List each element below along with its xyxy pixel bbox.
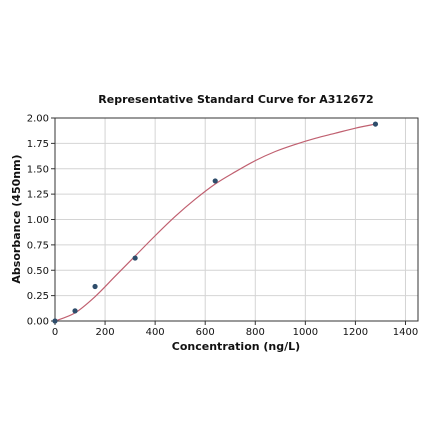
y-tick-label: 1.00 — [27, 215, 49, 226]
x-tick-label: 800 — [246, 327, 265, 338]
y-tick-label: 2.00 — [27, 114, 49, 125]
y-tick-label: 1.50 — [27, 164, 49, 175]
data-point — [72, 308, 78, 314]
x-tick-label: 400 — [146, 327, 165, 338]
x-tick-label: 1200 — [343, 327, 368, 338]
data-point — [132, 255, 138, 261]
data-point — [372, 121, 379, 127]
x-tick-label: 1000 — [293, 327, 318, 338]
y-tick-label: 0.00 — [27, 317, 49, 328]
x-tick-label: 0 — [52, 327, 58, 338]
data-points — [52, 121, 379, 324]
x-tick-label: 600 — [196, 327, 215, 338]
chart-title: Representative Standard Curve for A31267… — [98, 93, 373, 106]
data-point — [212, 178, 218, 184]
x-tick-label: 1400 — [393, 327, 418, 338]
y-tick-label: 1.75 — [27, 139, 49, 150]
y-tick-label: 1.25 — [27, 190, 49, 201]
y-tick-label: 0.50 — [27, 266, 49, 277]
fit-curve — [54, 123, 376, 322]
y-tick-label: 0.25 — [27, 291, 49, 302]
y-axis-label: Absorbance (450nm) — [10, 154, 23, 283]
x-tick-label: 200 — [96, 327, 115, 338]
x-axis-label: Concentration (ng/L) — [172, 340, 300, 353]
axis-ticks: 0 200 400 600 800 1000 1200 1400 0.00 0.25 0.50 0.7… — [27, 114, 418, 339]
y-tick-label: 0.75 — [27, 240, 49, 251]
data-point — [52, 318, 58, 324]
data-point — [92, 283, 98, 290]
grid — [54, 117, 418, 322]
